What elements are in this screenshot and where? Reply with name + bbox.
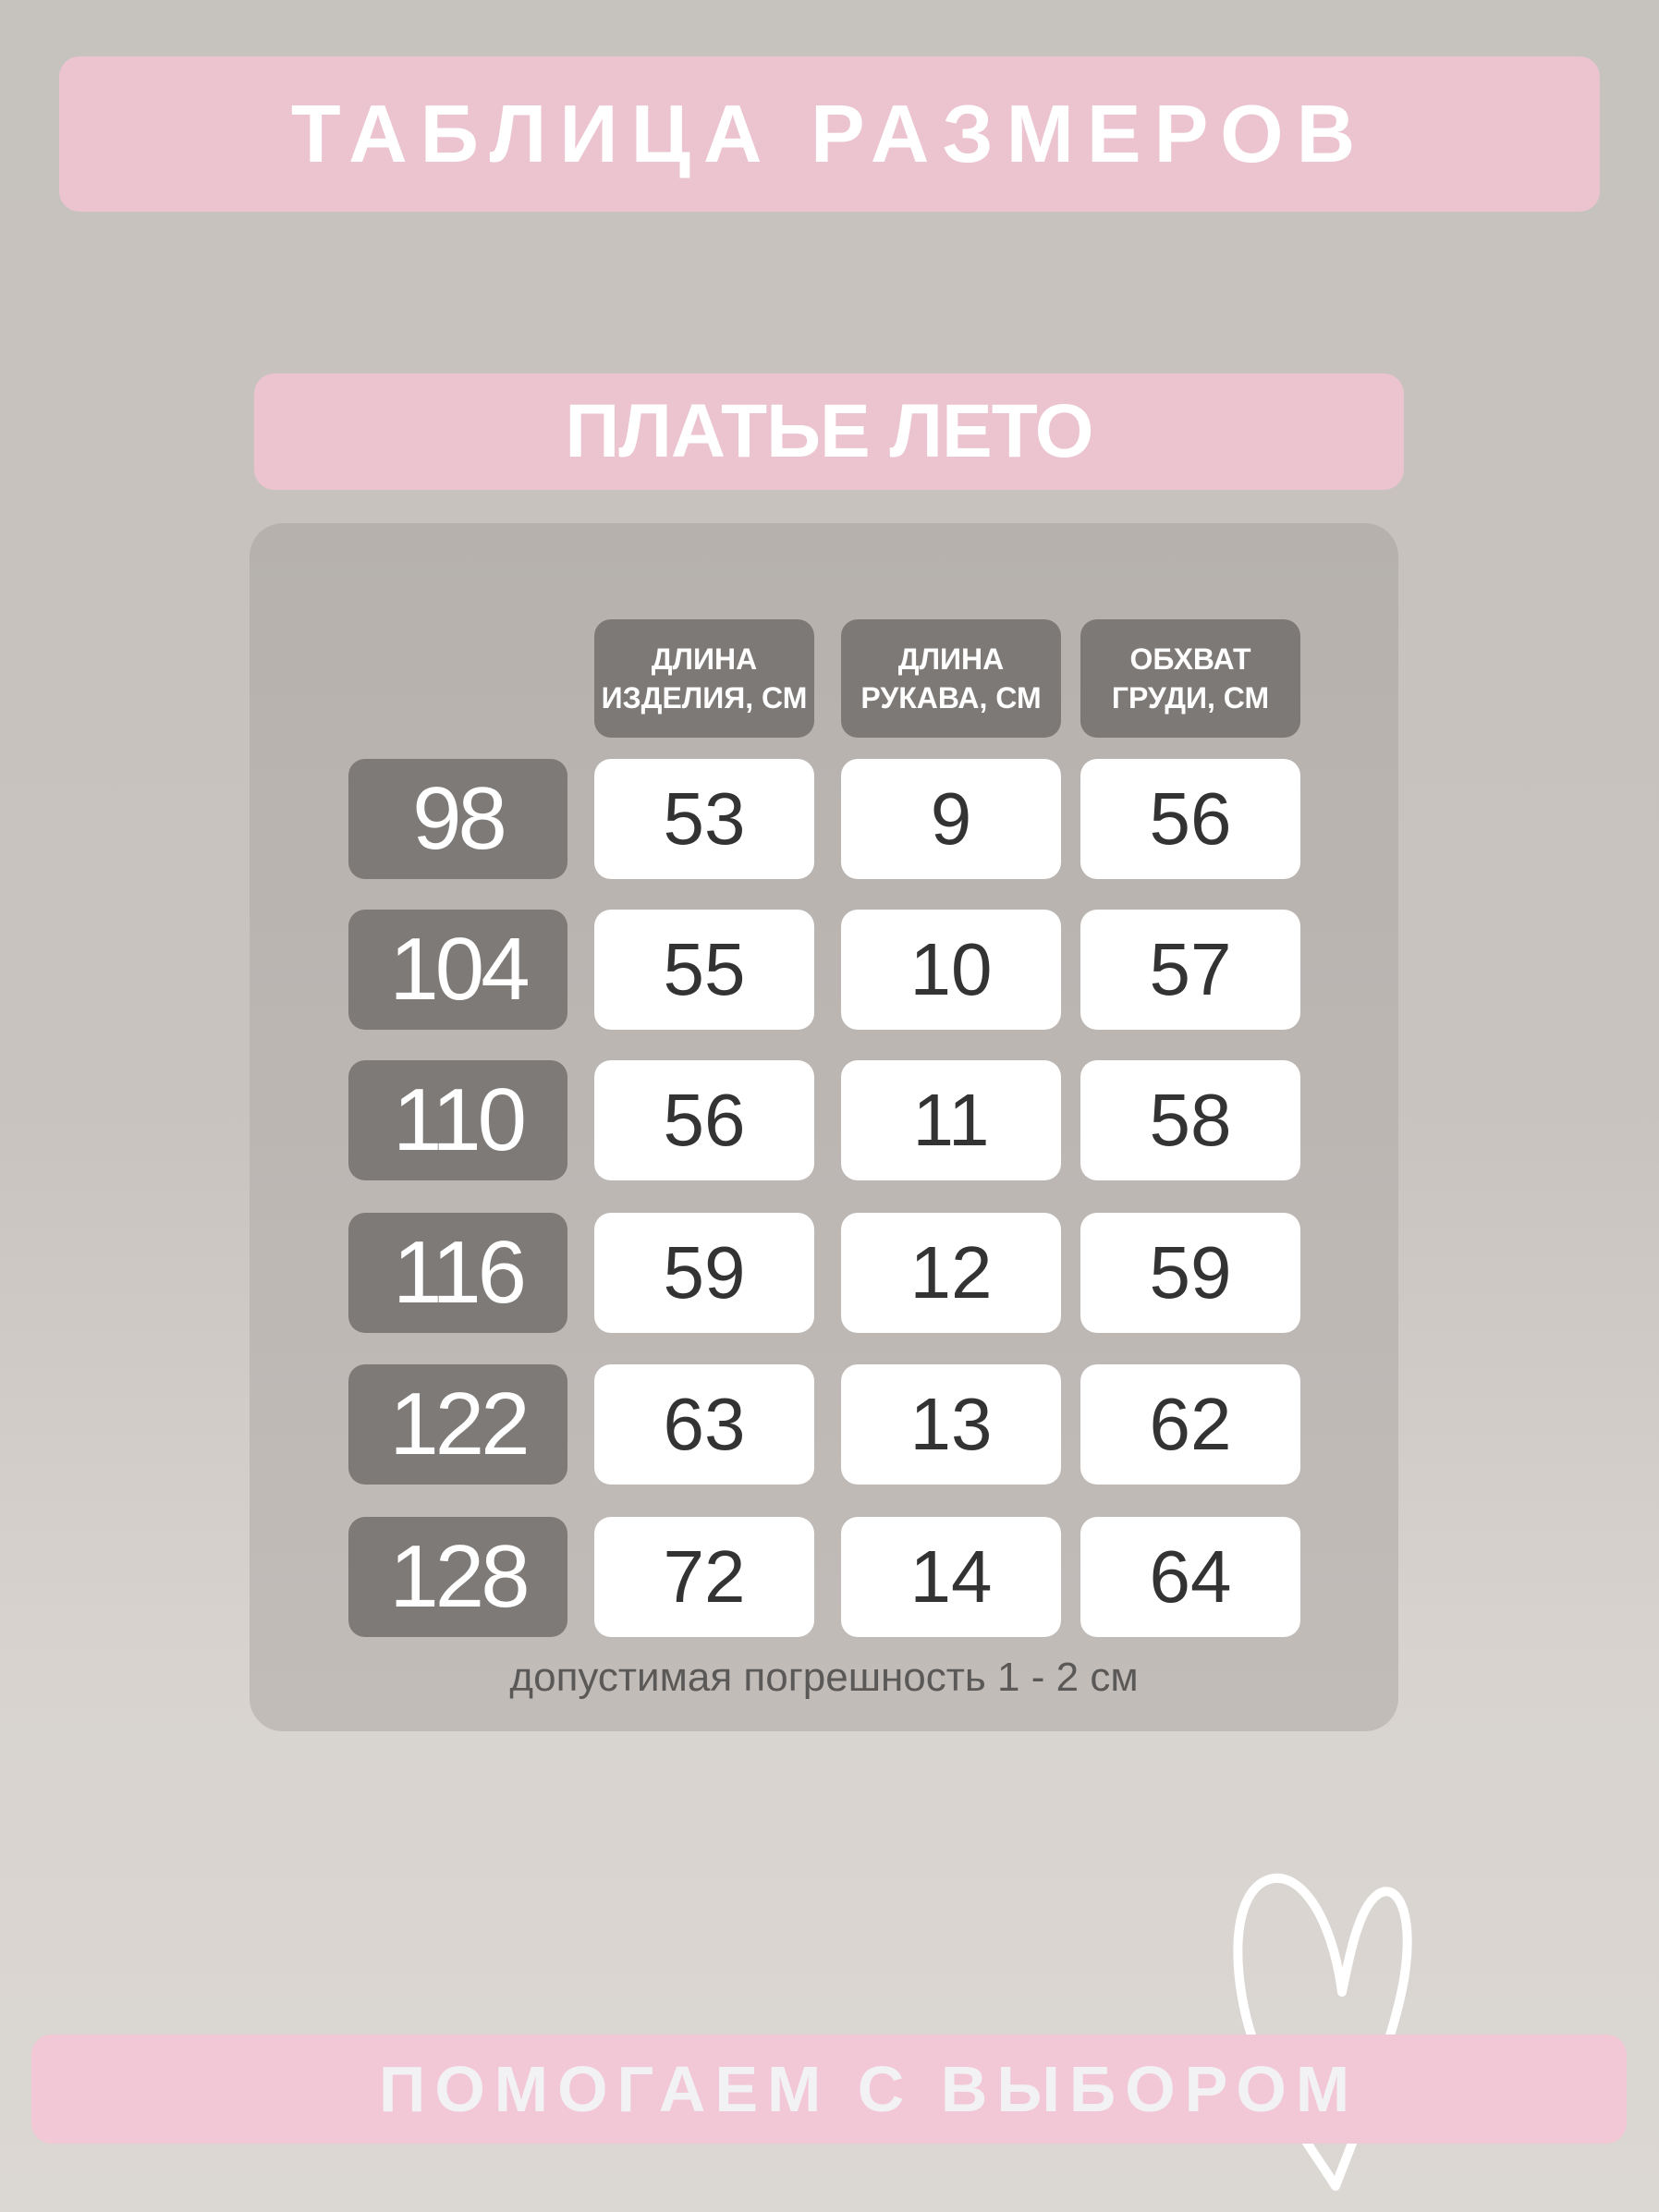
size-label: 98: [348, 759, 567, 879]
footer-banner: ПОМОГАЕМ С ВЫБОРОМ: [31, 2035, 1627, 2144]
table-cell: 57: [1080, 910, 1300, 1030]
table-cell: 59: [1080, 1213, 1300, 1333]
table-cell: 59: [594, 1213, 814, 1333]
page-title: ТАБЛИЦА РАЗМЕРОВ: [290, 88, 1369, 179]
size-label: 128: [348, 1517, 567, 1637]
size-label: 104: [348, 910, 567, 1030]
table-cell: 12: [841, 1213, 1061, 1333]
column-header: ДЛИНА РУКАВА, СМ: [841, 619, 1061, 738]
table-cell: 55: [594, 910, 814, 1030]
table-cell: 63: [594, 1364, 814, 1485]
column-header: ОБХВАТ ГРУДИ, СМ: [1080, 619, 1300, 738]
table-cell: 10: [841, 910, 1061, 1030]
table-cell: 9: [841, 759, 1061, 879]
table-cell: 58: [1080, 1060, 1300, 1180]
table-cell: 64: [1080, 1517, 1300, 1637]
product-name: ПЛАТЬЕ ЛЕТО: [565, 389, 1093, 473]
table-cell: 14: [841, 1517, 1061, 1637]
table-cell: 56: [1080, 759, 1300, 879]
column-header: ДЛИНА ИЗДЕЛИЯ, СМ: [594, 619, 814, 738]
product-banner: ПЛАТЬЕ ЛЕТО: [254, 373, 1404, 490]
heart-outline-icon: [1233, 1873, 1412, 2191]
tolerance-note: допустимая погрешность 1 - 2 см: [509, 1655, 1139, 1700]
title-banner: ТАБЛИЦА РАЗМЕРОВ: [59, 56, 1600, 212]
table-cell: 13: [841, 1364, 1061, 1485]
table-cell: 53: [594, 759, 814, 879]
table-cell: 72: [594, 1517, 814, 1637]
footer-text: ПОМОГАЕМ С ВЫБОРОМ: [379, 2053, 1360, 2125]
size-label: 116: [348, 1213, 567, 1333]
size-label: 122: [348, 1364, 567, 1485]
table-cell: 62: [1080, 1364, 1300, 1485]
table-cell: 56: [594, 1060, 814, 1180]
table-cell: 11: [841, 1060, 1061, 1180]
size-label: 110: [348, 1060, 567, 1180]
